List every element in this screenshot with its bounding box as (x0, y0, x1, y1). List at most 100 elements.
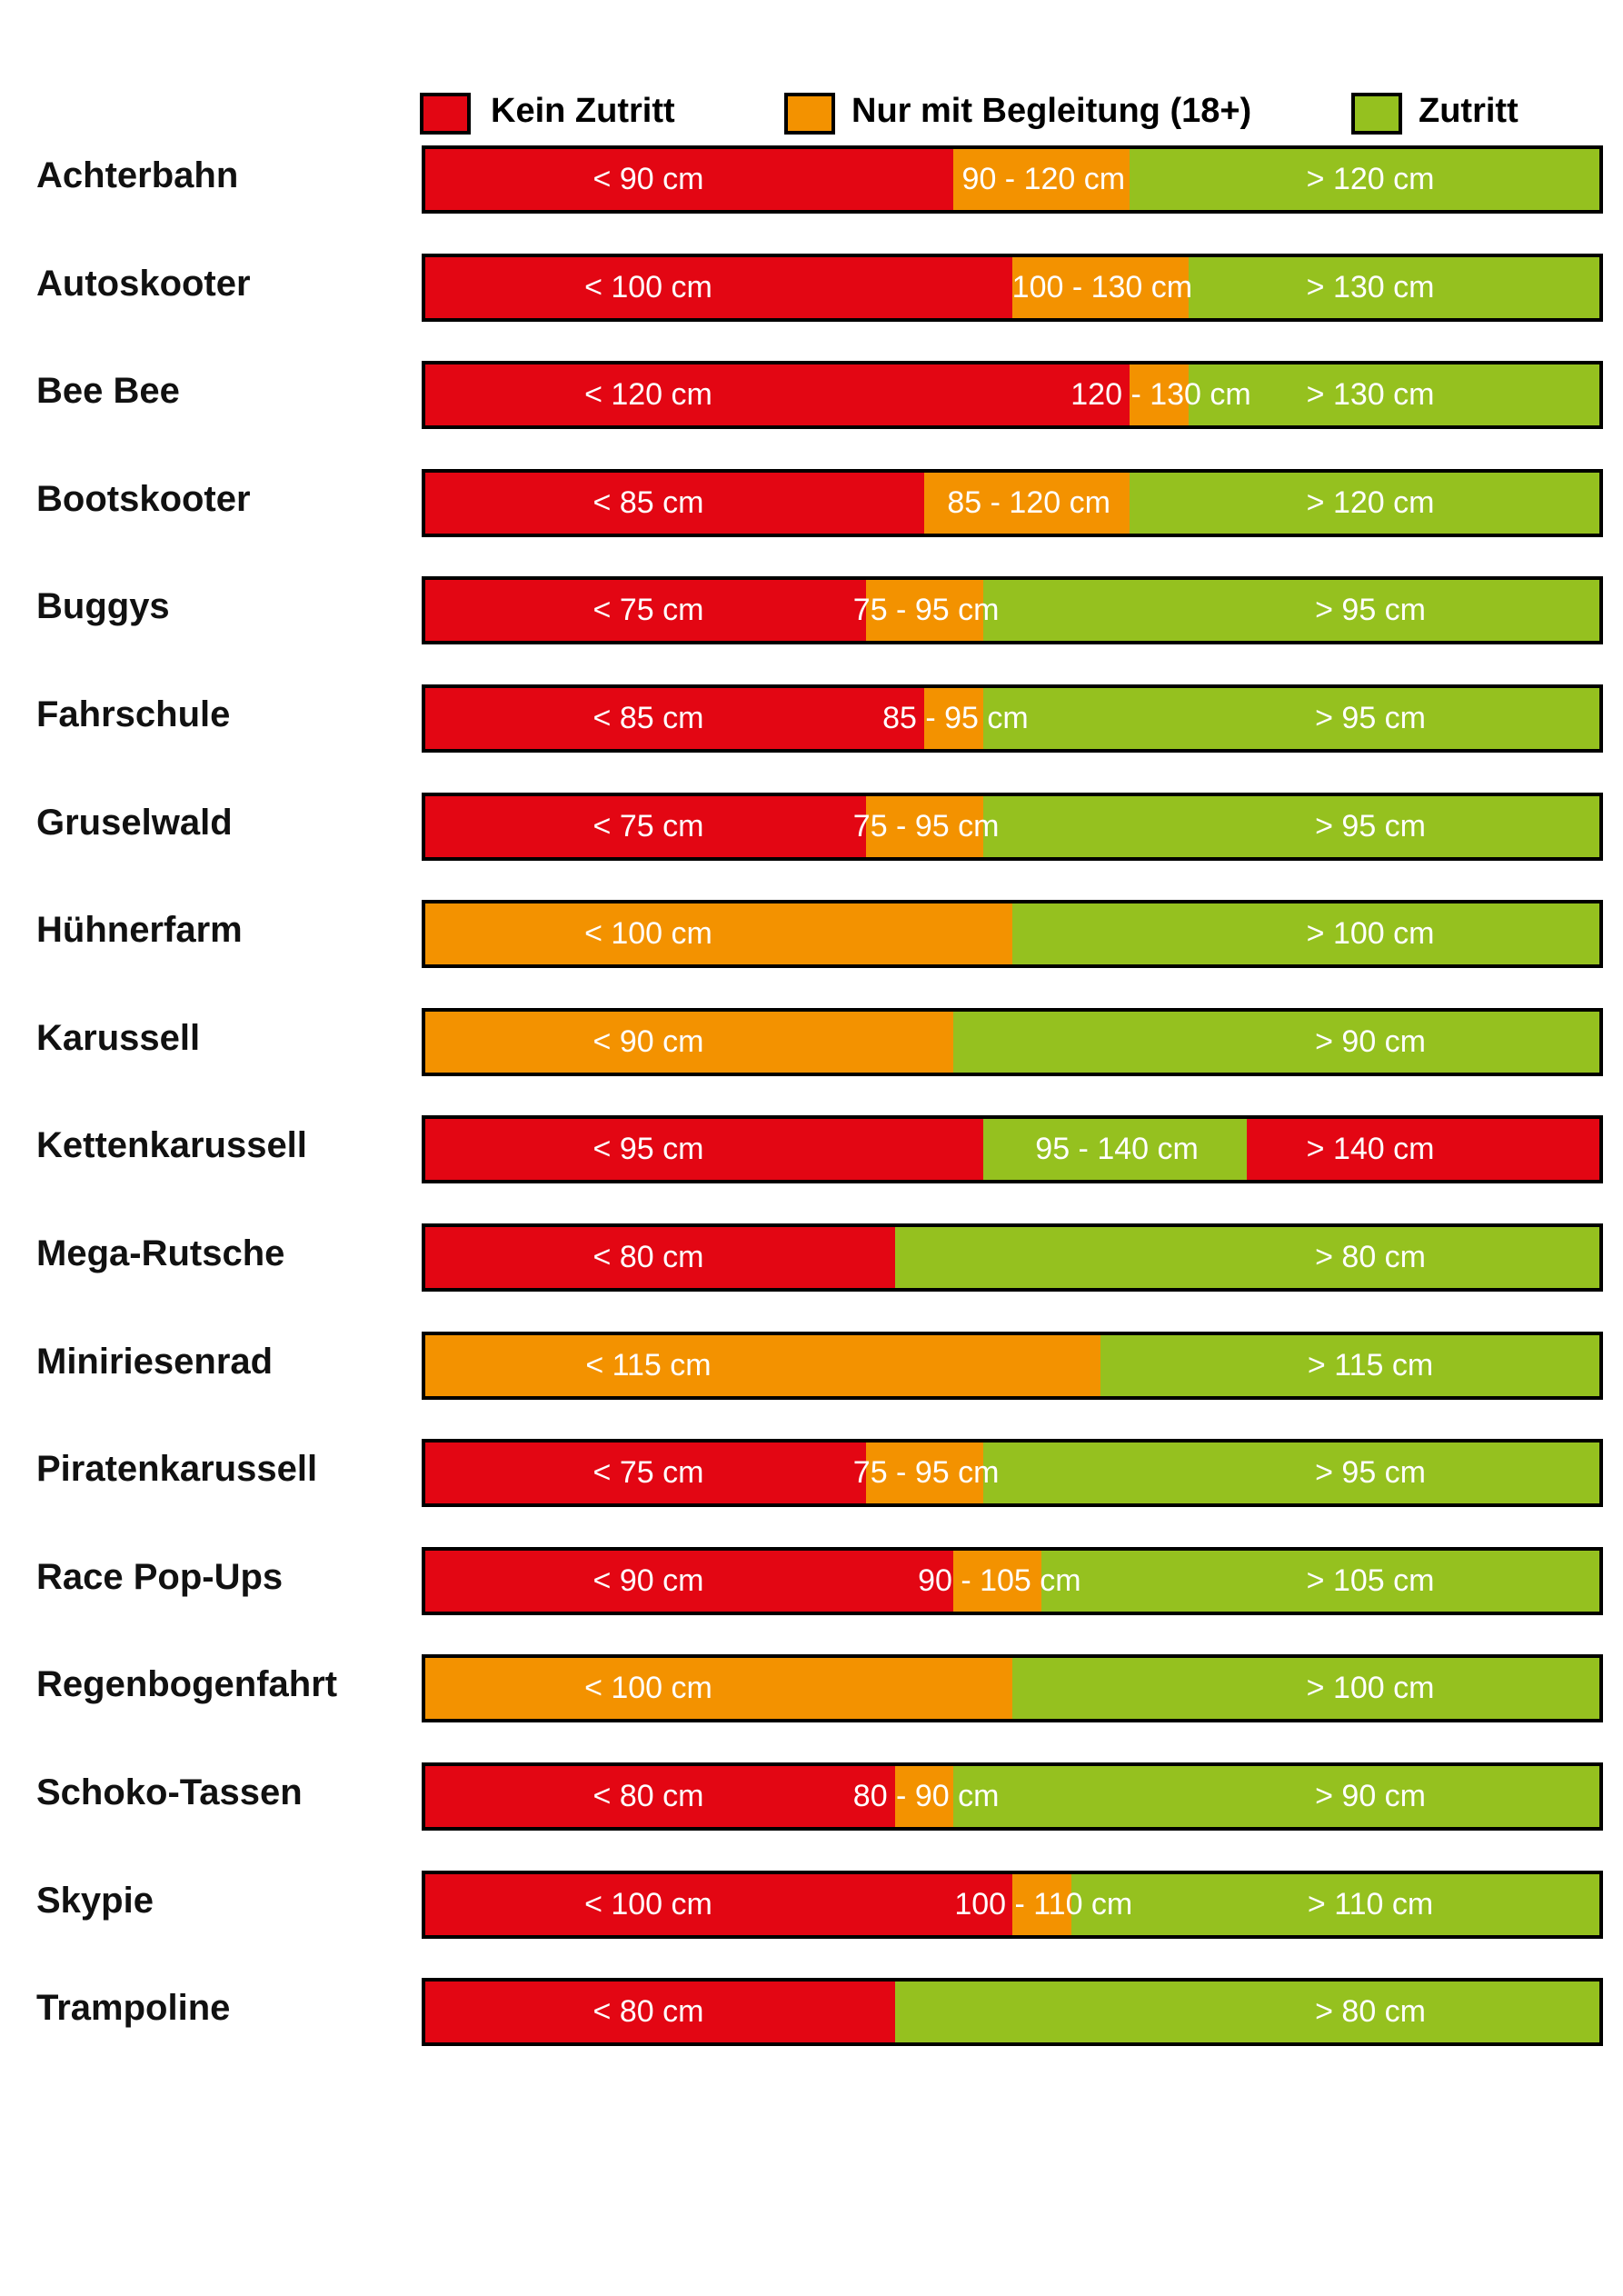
bar-segment-begleitung (425, 1658, 1012, 1720)
bar-segment-kein (425, 795, 866, 857)
bar-segment-kein (1247, 1119, 1599, 1181)
segment-label: < 85 cm (592, 701, 704, 735)
bar-segment-kein (425, 1119, 983, 1181)
segment-label: < 90 cm (592, 1562, 704, 1598)
segment-label: 100 - 130 cm (1011, 269, 1193, 304)
bar-segment-kein (425, 1982, 895, 2043)
bar-segment-zutritt (1012, 1658, 1599, 1720)
bar-segment-zutritt (982, 688, 1599, 749)
segment-label: < 90 cm (592, 1023, 704, 1059)
bar-segment-zutritt (1100, 1334, 1599, 1396)
ride-name: Skypie (36, 1880, 154, 1921)
segment-label: > 90 cm (1315, 1779, 1426, 1813)
bar-segment-zutritt (1012, 903, 1599, 965)
segment-label: > 130 cm (1306, 377, 1435, 413)
bar-segment-kein (425, 1227, 895, 1288)
ride-name: Achterbahn (36, 155, 239, 195)
bar-segment-zutritt (982, 1442, 1599, 1504)
segment-label: > 95 cm (1315, 701, 1426, 735)
ride-bar: < 80 cm > 80 cm (422, 1223, 1603, 1292)
segment-label: > 140 cm (1306, 1132, 1435, 1167)
ride-name: Bootskooter (36, 478, 251, 519)
bar-segment-kein (425, 149, 954, 210)
ride-bar: < 85 cm 85 - 120 cm > 120 cm (422, 468, 1603, 537)
bar-segment-kein (425, 1873, 1012, 1935)
ride-name: Fahrschule (36, 694, 231, 734)
bar-segment-kein (425, 688, 925, 749)
segment-label: > 80 cm (1315, 1240, 1426, 1274)
ride-bar: < 120 cm 120 - 130 cm > 130 cm (422, 361, 1603, 430)
segment-label: > 90 cm (1315, 1023, 1426, 1059)
bar-segment-kein (425, 1766, 895, 1827)
bar-segment-begleitung (924, 688, 983, 749)
bar-segment-zutritt (982, 1119, 1248, 1181)
segment-label: < 90 cm (592, 162, 704, 196)
segment-label: 80 - 90 cm (852, 1779, 1000, 1813)
bar-segment-kein (425, 1442, 866, 1504)
segment-label: > 100 cm (1306, 916, 1435, 952)
bar-segment-kein (425, 1550, 954, 1612)
segment-label: > 105 cm (1306, 1562, 1435, 1598)
segment-label: > 80 cm (1315, 1994, 1426, 2030)
bar-segment-kein (425, 472, 925, 534)
segment-label: > 95 cm (1315, 808, 1426, 844)
ride-bar: < 90 cm > 90 cm (422, 1007, 1603, 1076)
bar-segment-zutritt (1041, 1550, 1599, 1612)
segment-label: < 95 cm (592, 1132, 704, 1167)
ride-bar: < 90 cm 90 - 105 cm > 105 cm (422, 1546, 1603, 1615)
bar-segment-begleitung (865, 795, 983, 857)
ride-name: Hühnerfarm (36, 910, 243, 951)
ride-bar: < 100 cm 100 - 130 cm > 130 cm (422, 253, 1603, 322)
segment-label: > 110 cm (1307, 1886, 1434, 1922)
segment-label: 90 - 105 cm (918, 1562, 1081, 1598)
legend-swatch-zutritt (1351, 93, 1402, 135)
bar-segment-zutritt (894, 1227, 1599, 1288)
segment-label: 75 - 95 cm (852, 1455, 1000, 1491)
ride-bar: < 90 cm 90 - 120 cm > 120 cm (422, 145, 1603, 214)
segment-label: < 80 cm (592, 1240, 704, 1274)
bar-segment-begleitung (865, 1442, 983, 1504)
bar-segment-zutritt (1188, 256, 1599, 318)
legend-label-kein: Kein Zutritt (491, 92, 675, 130)
bar-segment-begleitung (894, 1766, 954, 1827)
bar-segment-zutritt (982, 795, 1599, 857)
bar-segment-begleitung (425, 903, 1012, 965)
ride-bar: < 85 cm 85 - 95 cm > 95 cm (422, 684, 1603, 753)
segment-label: > 100 cm (1306, 1671, 1435, 1706)
bar-segment-zutritt (1188, 364, 1599, 426)
segment-label: < 100 cm (584, 916, 712, 952)
legend-label-zutritt: Zutritt (1419, 92, 1518, 130)
ride-bar: < 100 cm 100 - 110 cm > 110 cm (422, 1870, 1603, 1939)
segment-label: < 80 cm (592, 1779, 704, 1813)
bar-segment-kein (425, 580, 866, 642)
ride-name: Mega-Rutsche (36, 1233, 285, 1273)
ride-name: Kettenkarussell (36, 1125, 307, 1166)
segment-label: 75 - 95 cm (852, 593, 1000, 628)
bar-segment-begleitung (865, 580, 983, 642)
segment-label: 85 - 95 cm (882, 701, 1029, 735)
segment-label: > 130 cm (1306, 269, 1435, 304)
segment-label: < 80 cm (592, 1994, 704, 2030)
bar-segment-begleitung (425, 1011, 954, 1073)
segment-label: < 85 cm (592, 484, 704, 520)
ride-bar: < 75 cm 75 - 95 cm > 95 cm (422, 792, 1603, 861)
bar-segment-kein (425, 364, 1130, 426)
bar-segment-begleitung (425, 1334, 1100, 1396)
ride-bar: < 75 cm 75 - 95 cm > 95 cm (422, 1439, 1603, 1508)
ride-bar: < 75 cm 75 - 95 cm > 95 cm (422, 576, 1603, 645)
bar-segment-zutritt (1130, 149, 1599, 210)
bar-segment-begleitung (953, 1550, 1042, 1612)
ride-name: Autoskooter (36, 263, 251, 304)
segment-label: < 100 cm (584, 269, 712, 304)
bar-segment-begleitung (1130, 364, 1189, 426)
segment-label: > 115 cm (1307, 1347, 1434, 1383)
segment-label: < 100 cm (584, 1886, 712, 1922)
bar-segment-zutritt (953, 1011, 1599, 1073)
segment-label: < 75 cm (592, 1455, 704, 1491)
bar-segment-begleitung (953, 149, 1130, 210)
bar-segment-zutritt (1070, 1873, 1599, 1935)
segment-label: 75 - 95 cm (852, 808, 1000, 844)
segment-label: < 115 cm (585, 1347, 712, 1383)
ride-bar: < 100 cm > 100 cm (422, 1654, 1603, 1723)
segment-label: > 95 cm (1315, 593, 1426, 628)
